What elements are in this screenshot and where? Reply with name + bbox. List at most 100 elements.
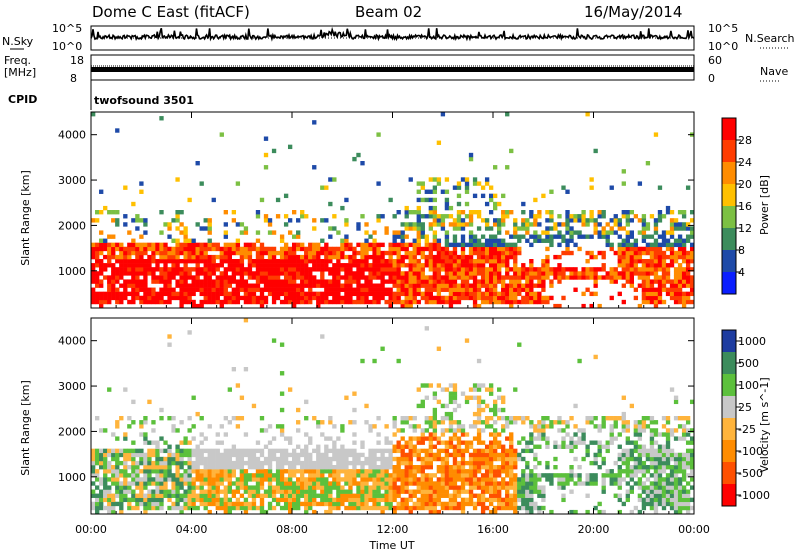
velocity-heatmap-cells xyxy=(91,318,695,515)
heatmap-cell xyxy=(119,481,124,486)
heatmap-cell xyxy=(396,477,401,482)
heatmap-cell xyxy=(424,460,429,466)
heatmap-cell xyxy=(665,279,671,284)
heatmap-cell xyxy=(673,242,679,248)
heatmap-cell xyxy=(143,456,148,462)
heatmap-cell xyxy=(681,452,687,458)
heatmap-cell xyxy=(139,271,144,276)
heatmap-cell xyxy=(472,238,478,243)
heatmap-cell xyxy=(308,259,313,264)
heatmap-cell xyxy=(147,440,152,445)
heatmap-cell xyxy=(665,493,671,498)
heatmap-cell xyxy=(304,460,309,466)
heatmap-cell xyxy=(480,481,486,486)
heatmap-cell xyxy=(115,448,120,454)
heatmap-cell xyxy=(456,214,462,219)
heatmap-cell xyxy=(356,263,361,268)
heatmap-cell xyxy=(637,456,643,462)
heatmap-cell xyxy=(147,291,152,297)
heatmap-cell xyxy=(637,509,643,515)
heatmap-cell xyxy=(123,222,128,227)
heatmap-cell xyxy=(143,432,148,437)
heatmap-cell xyxy=(549,481,554,486)
heatmap-cell xyxy=(267,481,273,486)
heatmap-cell xyxy=(637,436,643,441)
heatmap-cell xyxy=(533,505,538,511)
heatmap-cell xyxy=(396,456,401,462)
heatmap-cell xyxy=(195,505,200,511)
colorbar-tick-label: 1000 xyxy=(738,335,766,348)
heatmap-cell xyxy=(493,473,498,478)
heatmap-cell xyxy=(115,218,120,223)
heatmap-cell xyxy=(340,205,345,211)
heatmap-cell xyxy=(199,416,204,421)
heatmap-cell xyxy=(509,485,514,490)
heatmap-cell xyxy=(296,469,301,474)
heatmap-cell xyxy=(625,420,630,425)
heatmap-cell xyxy=(328,469,333,474)
heatmap-cell xyxy=(468,283,474,288)
heatmap-cell xyxy=(324,250,329,256)
heatmap-cell xyxy=(392,291,397,297)
heatmap-cell xyxy=(521,287,526,292)
heatmap-cell xyxy=(95,460,100,466)
heatmap-cell xyxy=(372,259,377,264)
heatmap-cell xyxy=(480,465,486,470)
heatmap-cell xyxy=(408,440,413,445)
heatmap-cell xyxy=(223,465,228,470)
heatmap-cell xyxy=(448,477,454,482)
heatmap-cell xyxy=(292,287,297,292)
heatmap-cell xyxy=(195,303,200,309)
heatmap-cell xyxy=(187,481,192,486)
heatmap-cell xyxy=(681,246,687,252)
heatmap-cell xyxy=(368,242,373,248)
heatmap-cell xyxy=(352,465,357,470)
heatmap-cell xyxy=(223,469,228,474)
heatmap-cell xyxy=(279,407,285,413)
heatmap-cell xyxy=(332,477,337,482)
heatmap-cell xyxy=(653,250,659,256)
heatmap-cell xyxy=(505,291,510,297)
heatmap-cell xyxy=(476,259,482,264)
heatmap-cell xyxy=(416,283,421,288)
heatmap-cell xyxy=(364,222,369,227)
heatmap-cell xyxy=(601,226,606,231)
heatmap-cell xyxy=(501,505,506,511)
heatmap-cell xyxy=(139,279,144,284)
heatmap-cell xyxy=(320,481,325,486)
heatmap-cell xyxy=(119,295,124,301)
heatmap-cell xyxy=(139,448,144,454)
heatmap-cell xyxy=(677,509,683,515)
heatmap-cell xyxy=(557,279,562,284)
heatmap-cell xyxy=(452,387,458,392)
heatmap-cell xyxy=(673,497,679,503)
heatmap-cell xyxy=(424,287,429,292)
heatmap-cell xyxy=(509,242,514,248)
heatmap-cell xyxy=(456,505,462,511)
heatmap-cell xyxy=(279,505,285,511)
heatmap-cell xyxy=(420,465,425,470)
heatmap-cell xyxy=(308,291,313,297)
heatmap-cell xyxy=(131,259,136,264)
colorbar-swatch xyxy=(722,140,736,163)
heatmap-cell xyxy=(448,383,454,388)
heatmap-cell xyxy=(223,493,228,498)
heatmap-cell xyxy=(613,275,618,280)
heatmap-cell xyxy=(263,250,269,256)
heatmap-cell xyxy=(300,246,305,252)
heatmap-cell xyxy=(127,424,132,429)
heatmap-cell xyxy=(147,477,152,482)
heatmap-cell xyxy=(468,477,474,482)
heatmap-cell xyxy=(235,271,241,276)
heatmap-cell xyxy=(127,263,132,268)
heatmap-cell xyxy=(468,456,474,462)
heatmap-cell xyxy=(537,267,542,272)
heatmap-cell xyxy=(372,275,377,280)
heatmap-cell xyxy=(404,246,409,252)
heatmap-cell xyxy=(497,505,502,511)
heatmap-cell xyxy=(521,481,526,486)
heatmap-cell xyxy=(123,214,128,219)
heatmap-cell xyxy=(501,193,506,199)
heatmap-cell xyxy=(332,283,337,288)
heatmap-cell xyxy=(376,259,381,264)
